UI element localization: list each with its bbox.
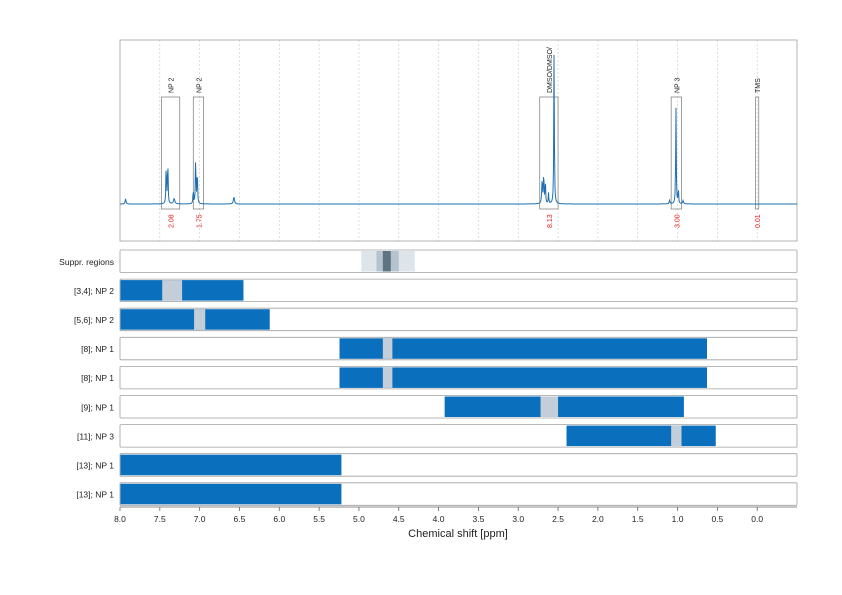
x-tick-label: 3.0 bbox=[512, 514, 524, 524]
track-frame bbox=[119, 249, 798, 273]
integral-label: NP 2 bbox=[196, 77, 203, 93]
track-label: [13]; NP 1 bbox=[76, 460, 114, 470]
integral-value: 1.75 bbox=[196, 214, 203, 228]
integral-label: TMS bbox=[755, 78, 762, 93]
range-bar bbox=[339, 367, 707, 388]
integral-label: DMSO/DMSO/ bbox=[547, 47, 554, 93]
track-label: [13]; NP 1 bbox=[76, 490, 114, 500]
integral-value: 2.08 bbox=[169, 214, 176, 228]
spectrum-trace bbox=[120, 54, 797, 205]
x-axis: 8.0 7.5 7.0 6.5 6.0 5.5 5.0 4.5 4.0 3.5 3.0 2.5 2.0 1… bbox=[114, 506, 797, 524]
x-tick-label: 4.5 bbox=[393, 514, 405, 524]
range-bar bbox=[566, 425, 716, 447]
suppression-band bbox=[382, 251, 391, 272]
x-tick-label: 0.0 bbox=[751, 514, 763, 524]
integral-label: NP 2 bbox=[169, 77, 176, 93]
x-tick-label: 1.0 bbox=[672, 514, 684, 524]
x-tick-label: 7.0 bbox=[194, 514, 206, 524]
x-tick-label: 7.5 bbox=[154, 514, 166, 524]
x-tick-label: 6.5 bbox=[234, 514, 246, 524]
track-label: [5,6]; NP 2 bbox=[74, 315, 114, 325]
peak-marker bbox=[382, 338, 393, 359]
range-bar bbox=[120, 483, 342, 505]
x-tick-label: 1.5 bbox=[632, 514, 644, 524]
peak-marker bbox=[382, 367, 393, 388]
peak-marker bbox=[162, 280, 183, 301]
track-label: [9]; NP 1 bbox=[81, 402, 114, 412]
x-tick-label: 8.0 bbox=[114, 514, 126, 524]
range-tracks: Suppr. regions [3,4]; NP 2 [5,6]; NP 2 [8];… bbox=[59, 249, 798, 506]
x-tick-label: 2.5 bbox=[552, 514, 564, 524]
range-bar bbox=[339, 338, 707, 359]
integral-region-box bbox=[539, 96, 559, 210]
x-tick-label: 6.0 bbox=[273, 514, 285, 524]
x-tick-label: 3.5 bbox=[472, 514, 484, 524]
x-tick-label: 4.0 bbox=[433, 514, 445, 524]
integral-value: 3.00 bbox=[674, 214, 681, 228]
integral-region-box bbox=[192, 96, 204, 210]
track-label: [11]; NP 3 bbox=[77, 431, 114, 441]
integral-value: 0.01 bbox=[755, 214, 762, 228]
x-tick-label: 5.5 bbox=[313, 514, 325, 524]
x-tick-label: 0.5 bbox=[711, 514, 723, 524]
track-frame bbox=[119, 307, 798, 332]
track-label: Suppr. regions bbox=[59, 257, 114, 267]
spectrum-panel-frame bbox=[119, 39, 798, 242]
integral-label: NP 3 bbox=[674, 77, 681, 93]
x-tick-label: 2.0 bbox=[592, 514, 604, 524]
x-tick-label: 5.0 bbox=[353, 514, 365, 524]
peak-marker bbox=[194, 309, 206, 330]
x-axis-label: Chemical shift [ppm] bbox=[408, 528, 508, 540]
track-label: [3,4]; NP 2 bbox=[74, 286, 114, 296]
peak-marker bbox=[671, 425, 682, 447]
grid-lines bbox=[119, 40, 758, 241]
range-bar bbox=[120, 454, 342, 476]
peak-marker bbox=[540, 396, 559, 417]
integral-value: 8.13 bbox=[547, 214, 554, 228]
range-bar bbox=[444, 396, 684, 417]
track-label: [8]; NP 1 bbox=[81, 344, 114, 354]
integral-region-box bbox=[161, 96, 181, 210]
track-frame bbox=[119, 278, 798, 303]
integral-region-box bbox=[755, 96, 760, 210]
track-label: [8]; NP 1 bbox=[81, 373, 114, 383]
integral-region-box bbox=[670, 96, 682, 210]
spectrum-panel: NP 2 2.08 NP 2 1.75 DMSO/DMSO/8.13 NP 3 3.00 TM… bbox=[120, 47, 797, 228]
